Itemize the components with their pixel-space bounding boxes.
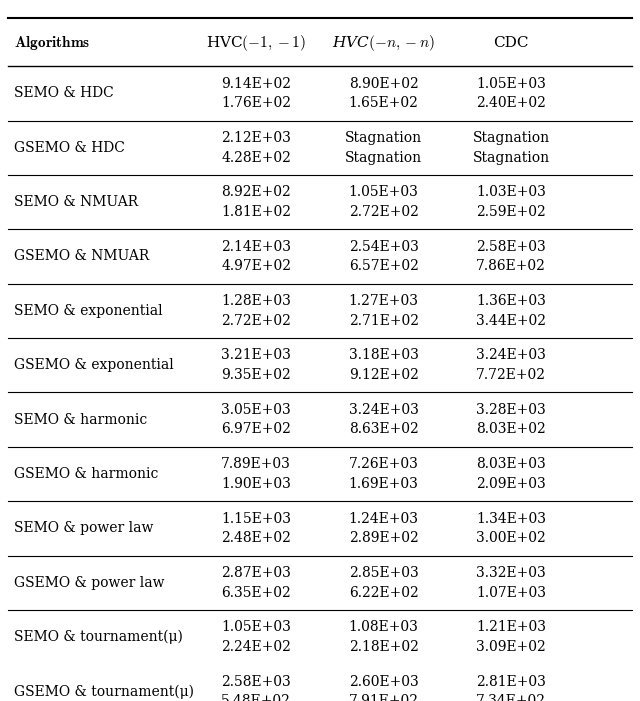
Text: GSEMO & tournament(μ): GSEMO & tournament(μ) <box>14 684 194 699</box>
Text: 7.89E+03: 7.89E+03 <box>221 457 291 471</box>
Text: 2.54E+03: 2.54E+03 <box>349 240 419 254</box>
Text: 1.36E+03: 1.36E+03 <box>476 294 546 308</box>
Text: 1.34E+03: 1.34E+03 <box>476 512 546 526</box>
Text: 9.12E+02: 9.12E+02 <box>349 368 419 382</box>
Text: CDC: CDC <box>493 36 529 50</box>
Text: 3.24E+03: 3.24E+03 <box>349 403 419 417</box>
Text: 1.08E+03: 1.08E+03 <box>349 620 419 634</box>
Text: 7.72E+02: 7.72E+02 <box>476 368 546 382</box>
Text: 1.65E+02: 1.65E+02 <box>349 96 419 110</box>
Text: $\mathbf{Algorithms}$: $\mathbf{Algorithms}$ <box>14 34 91 53</box>
Text: 7.91E+02: 7.91E+02 <box>349 694 419 701</box>
Text: 2.72E+02: 2.72E+02 <box>349 205 419 219</box>
Text: 2.40E+02: 2.40E+02 <box>476 96 546 110</box>
Text: Stagnation: Stagnation <box>472 151 550 165</box>
Text: 1.05E+03: 1.05E+03 <box>476 76 546 90</box>
Text: 1.69E+03: 1.69E+03 <box>349 477 419 491</box>
Text: SEMO & harmonic: SEMO & harmonic <box>14 413 147 427</box>
Text: 1.03E+03: 1.03E+03 <box>476 185 546 199</box>
Text: 8.63E+02: 8.63E+02 <box>349 423 419 437</box>
Text: Stagnation: Stagnation <box>345 131 422 145</box>
Text: 2.58E+03: 2.58E+03 <box>476 240 546 254</box>
Text: 2.58E+03: 2.58E+03 <box>221 675 291 688</box>
Text: 8.03E+03: 8.03E+03 <box>476 457 546 471</box>
Text: 2.09E+03: 2.09E+03 <box>476 477 546 491</box>
Text: 1.05E+03: 1.05E+03 <box>349 185 419 199</box>
Text: 8.90E+02: 8.90E+02 <box>349 76 419 90</box>
Text: 4.28E+02: 4.28E+02 <box>221 151 291 165</box>
Text: 6.57E+02: 6.57E+02 <box>349 259 419 273</box>
Text: 6.35E+02: 6.35E+02 <box>221 585 291 599</box>
Text: 2.12E+03: 2.12E+03 <box>221 131 291 145</box>
Text: 3.18E+03: 3.18E+03 <box>349 348 419 362</box>
Text: 7.34E+02: 7.34E+02 <box>476 694 546 701</box>
Text: 1.15E+03: 1.15E+03 <box>221 512 291 526</box>
Text: 1.81E+02: 1.81E+02 <box>221 205 291 219</box>
Text: 5.48E+02: 5.48E+02 <box>221 694 291 701</box>
Text: 6.97E+02: 6.97E+02 <box>221 423 291 437</box>
Text: 2.72E+02: 2.72E+02 <box>221 313 291 327</box>
Text: 2.81E+03: 2.81E+03 <box>476 675 546 688</box>
Text: 2.59E+02: 2.59E+02 <box>476 205 546 219</box>
Text: 4.97E+02: 4.97E+02 <box>221 259 291 273</box>
Text: 3.32E+03: 3.32E+03 <box>476 566 546 580</box>
Text: 1.27E+03: 1.27E+03 <box>349 294 419 308</box>
Text: 6.22E+02: 6.22E+02 <box>349 585 419 599</box>
Text: SEMO & HDC: SEMO & HDC <box>14 86 114 100</box>
Text: 2.87E+03: 2.87E+03 <box>221 566 291 580</box>
Text: SEMO & tournament(μ): SEMO & tournament(μ) <box>14 630 183 644</box>
Text: 2.85E+03: 2.85E+03 <box>349 566 419 580</box>
Text: GSEMO & HDC: GSEMO & HDC <box>14 141 125 155</box>
Text: SEMO & power law: SEMO & power law <box>14 522 154 536</box>
Text: 3.21E+03: 3.21E+03 <box>221 348 291 362</box>
Text: 7.86E+02: 7.86E+02 <box>476 259 546 273</box>
Text: 2.18E+02: 2.18E+02 <box>349 640 419 654</box>
Text: 2.60E+03: 2.60E+03 <box>349 675 419 688</box>
Text: 1.07E+03: 1.07E+03 <box>476 585 546 599</box>
Text: 2.48E+02: 2.48E+02 <box>221 531 291 545</box>
Text: 3.09E+02: 3.09E+02 <box>476 640 546 654</box>
Text: 8.92E+02: 8.92E+02 <box>221 185 291 199</box>
Text: 3.24E+03: 3.24E+03 <box>476 348 546 362</box>
Text: 1.90E+03: 1.90E+03 <box>221 477 291 491</box>
Text: HVC$(-1, -1)$: HVC$(-1, -1)$ <box>207 34 306 53</box>
Text: 2.14E+03: 2.14E+03 <box>221 240 291 254</box>
Text: 1.05E+03: 1.05E+03 <box>221 620 291 634</box>
Text: 7.26E+03: 7.26E+03 <box>349 457 419 471</box>
Text: 3.44E+02: 3.44E+02 <box>476 313 546 327</box>
Text: 1.24E+03: 1.24E+03 <box>349 512 419 526</box>
Text: 2.89E+02: 2.89E+02 <box>349 531 419 545</box>
Text: SEMO & NMUAR: SEMO & NMUAR <box>14 195 138 209</box>
Text: 1.76E+02: 1.76E+02 <box>221 96 291 110</box>
Text: 3.05E+03: 3.05E+03 <box>221 403 291 417</box>
Text: 3.28E+03: 3.28E+03 <box>476 403 546 417</box>
Text: 9.14E+02: 9.14E+02 <box>221 76 291 90</box>
Text: SEMO & exponential: SEMO & exponential <box>14 304 163 318</box>
Text: Stagnation: Stagnation <box>472 131 550 145</box>
Text: 3.00E+02: 3.00E+02 <box>476 531 546 545</box>
Text: GSEMO & exponential: GSEMO & exponential <box>14 358 174 372</box>
Text: Stagnation: Stagnation <box>345 151 422 165</box>
Text: GSEMO & NMUAR: GSEMO & NMUAR <box>14 250 149 264</box>
Text: 1.21E+03: 1.21E+03 <box>476 620 546 634</box>
Text: GSEMO & harmonic: GSEMO & harmonic <box>14 467 159 481</box>
Text: 2.71E+02: 2.71E+02 <box>349 313 419 327</box>
Text: HVC$(-n, -n)$: HVC$(-n, -n)$ <box>332 34 435 53</box>
Text: 1.28E+03: 1.28E+03 <box>221 294 291 308</box>
Text: 2.24E+02: 2.24E+02 <box>221 640 291 654</box>
Text: 8.03E+02: 8.03E+02 <box>476 423 546 437</box>
Text: GSEMO & power law: GSEMO & power law <box>14 576 164 590</box>
Text: 9.35E+02: 9.35E+02 <box>221 368 291 382</box>
